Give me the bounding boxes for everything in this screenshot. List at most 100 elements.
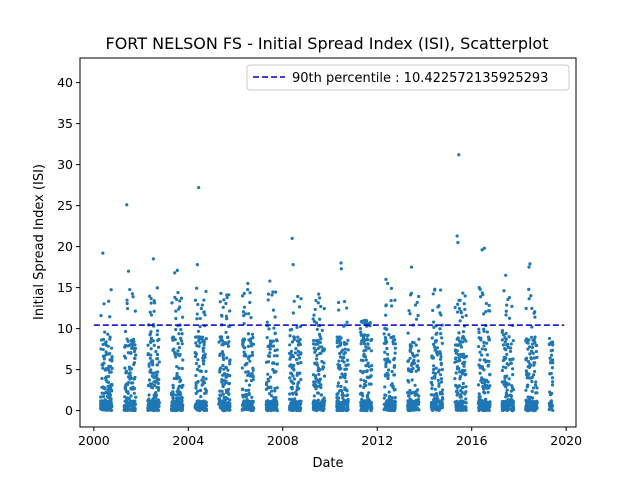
data-point <box>462 400 466 404</box>
data-point <box>248 291 252 295</box>
data-point <box>149 336 153 340</box>
data-point <box>275 354 279 358</box>
data-point <box>432 367 436 372</box>
data-point <box>248 354 252 358</box>
data-point <box>530 342 535 346</box>
data-point <box>455 234 459 238</box>
data-point <box>433 371 438 376</box>
data-point <box>250 372 254 376</box>
data-point <box>386 373 390 377</box>
data-point <box>289 371 293 375</box>
data-point <box>221 383 225 387</box>
data-point <box>219 291 223 295</box>
data-point <box>224 388 228 392</box>
data-point <box>174 316 178 321</box>
data-point <box>198 316 202 321</box>
data-point <box>107 391 111 395</box>
data-point <box>202 381 207 385</box>
data-point <box>369 338 373 342</box>
data-point <box>179 406 183 411</box>
data-point <box>132 408 136 412</box>
data-point <box>320 359 324 364</box>
data-point <box>345 358 350 362</box>
data-point <box>171 408 175 412</box>
data-point <box>343 342 347 347</box>
data-point <box>551 408 555 412</box>
data-point <box>173 351 177 355</box>
data-point <box>292 363 296 367</box>
data-point <box>250 332 255 336</box>
data-point <box>369 368 373 372</box>
data-point <box>527 345 532 349</box>
data-point <box>243 352 247 356</box>
data-point <box>339 400 343 405</box>
data-point <box>341 396 345 400</box>
data-point <box>339 405 343 409</box>
data-point <box>173 337 177 342</box>
data-point <box>411 366 415 371</box>
data-point <box>527 338 531 342</box>
data-point <box>459 393 463 397</box>
data-point <box>393 396 397 400</box>
data-point <box>219 335 224 339</box>
data-point <box>550 366 554 370</box>
data-point <box>335 401 339 406</box>
data-point <box>535 343 539 348</box>
scatter-points <box>99 153 555 413</box>
data-point <box>177 307 181 311</box>
data-point <box>393 351 397 355</box>
data-point <box>149 301 153 305</box>
data-point <box>384 341 388 345</box>
data-point <box>246 287 250 292</box>
data-point <box>200 335 205 339</box>
y-tick-label: 0 <box>65 403 73 418</box>
data-point <box>528 352 532 356</box>
data-point <box>500 380 504 384</box>
data-point <box>369 382 373 386</box>
data-point <box>506 405 511 409</box>
data-point <box>547 336 552 341</box>
data-point <box>99 347 103 351</box>
data-point <box>337 359 341 363</box>
data-point <box>501 343 505 347</box>
data-point <box>270 293 274 297</box>
data-point <box>383 350 387 354</box>
data-point <box>272 400 276 404</box>
data-point <box>502 355 506 360</box>
data-point <box>296 382 300 386</box>
data-point <box>385 327 389 331</box>
data-point <box>363 355 368 359</box>
data-point <box>366 342 370 346</box>
data-point <box>547 407 551 412</box>
data-point <box>509 389 513 393</box>
data-point <box>108 315 112 319</box>
data-point <box>296 349 300 353</box>
data-point <box>246 281 250 286</box>
y-tick-label: 30 <box>57 157 73 172</box>
data-point <box>125 203 129 207</box>
data-point <box>383 335 387 340</box>
data-point <box>250 402 254 407</box>
data-point <box>436 399 440 403</box>
data-point <box>529 357 533 361</box>
data-point <box>319 304 323 309</box>
data-point <box>315 408 319 413</box>
data-point <box>149 339 153 343</box>
data-point <box>272 396 276 400</box>
data-point <box>384 407 388 412</box>
data-point <box>455 343 460 347</box>
data-point <box>175 374 179 378</box>
data-point <box>382 332 386 336</box>
data-point <box>132 361 137 365</box>
data-point <box>273 331 277 336</box>
data-point <box>478 395 482 399</box>
data-point <box>532 356 536 360</box>
data-point <box>480 381 484 385</box>
data-point <box>155 329 160 333</box>
data-point <box>174 327 178 332</box>
data-point <box>101 362 105 366</box>
data-point <box>438 352 443 356</box>
data-point <box>175 407 179 411</box>
data-point <box>532 311 536 315</box>
